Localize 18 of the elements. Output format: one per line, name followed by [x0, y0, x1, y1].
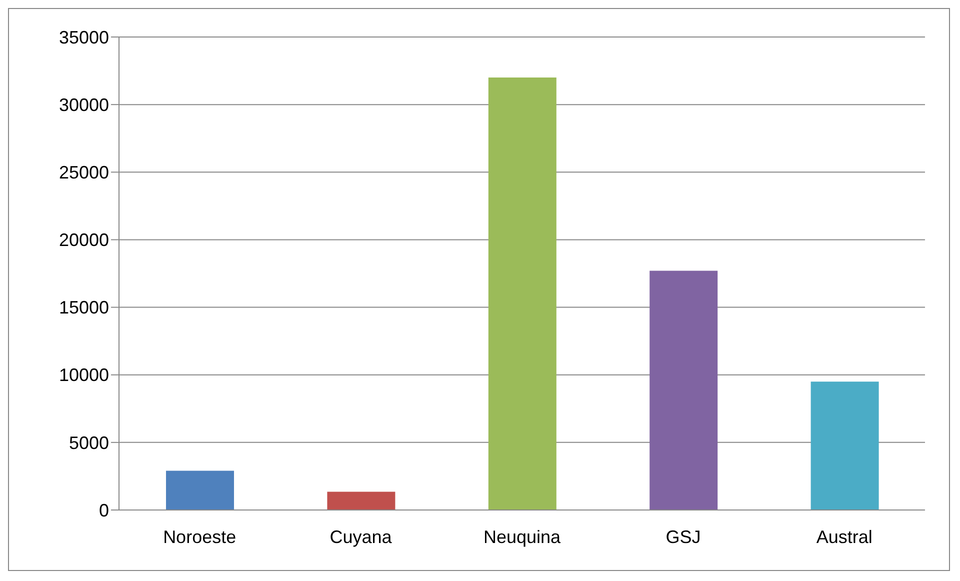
y-tick-label: 20000 [58, 230, 109, 250]
x-tick-label: Cuyana [330, 526, 393, 547]
y-tick-label: 25000 [58, 162, 109, 183]
bar [488, 78, 556, 510]
bar [166, 470, 234, 510]
bar [650, 270, 718, 510]
bar [810, 382, 879, 510]
x-tick-label: Noroeste [163, 526, 236, 547]
y-tick-label: 30000 [58, 94, 109, 115]
y-tick-label: 10000 [58, 365, 109, 386]
y-tick-label: 15000 [58, 298, 109, 318]
x-tick-label: Austral [816, 526, 872, 547]
x-tick-label: GSJ [666, 526, 701, 547]
y-tick-label: 5000 [68, 432, 109, 453]
y-tick-label: 0 [98, 500, 109, 520]
x-tick-label: Neuquina [483, 526, 562, 547]
y-tick-label: 35000 [58, 27, 109, 48]
bar [327, 492, 396, 510]
